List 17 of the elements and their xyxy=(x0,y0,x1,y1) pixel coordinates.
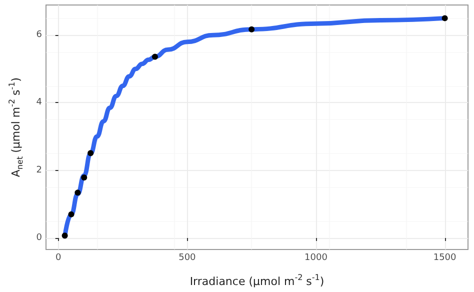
point xyxy=(68,211,74,218)
x-tick-label: 0 xyxy=(56,253,62,263)
point xyxy=(62,232,68,239)
x-tick-label: 1000 xyxy=(304,253,328,263)
point xyxy=(442,15,448,22)
x-tick-label: 1500 xyxy=(433,253,457,263)
point xyxy=(74,190,81,196)
point xyxy=(81,174,88,180)
point xyxy=(152,54,158,60)
point xyxy=(248,26,255,32)
y-tick-label: 0 xyxy=(36,233,42,243)
x-tick-label: 500 xyxy=(178,253,196,263)
y-tick-label: 4 xyxy=(36,98,42,108)
y-tick-label: 2 xyxy=(36,165,42,176)
y-axis-title: Anet (μmol m-2 s-1) xyxy=(8,77,24,178)
y-tick-label: 6 xyxy=(36,30,42,40)
point xyxy=(88,150,94,156)
